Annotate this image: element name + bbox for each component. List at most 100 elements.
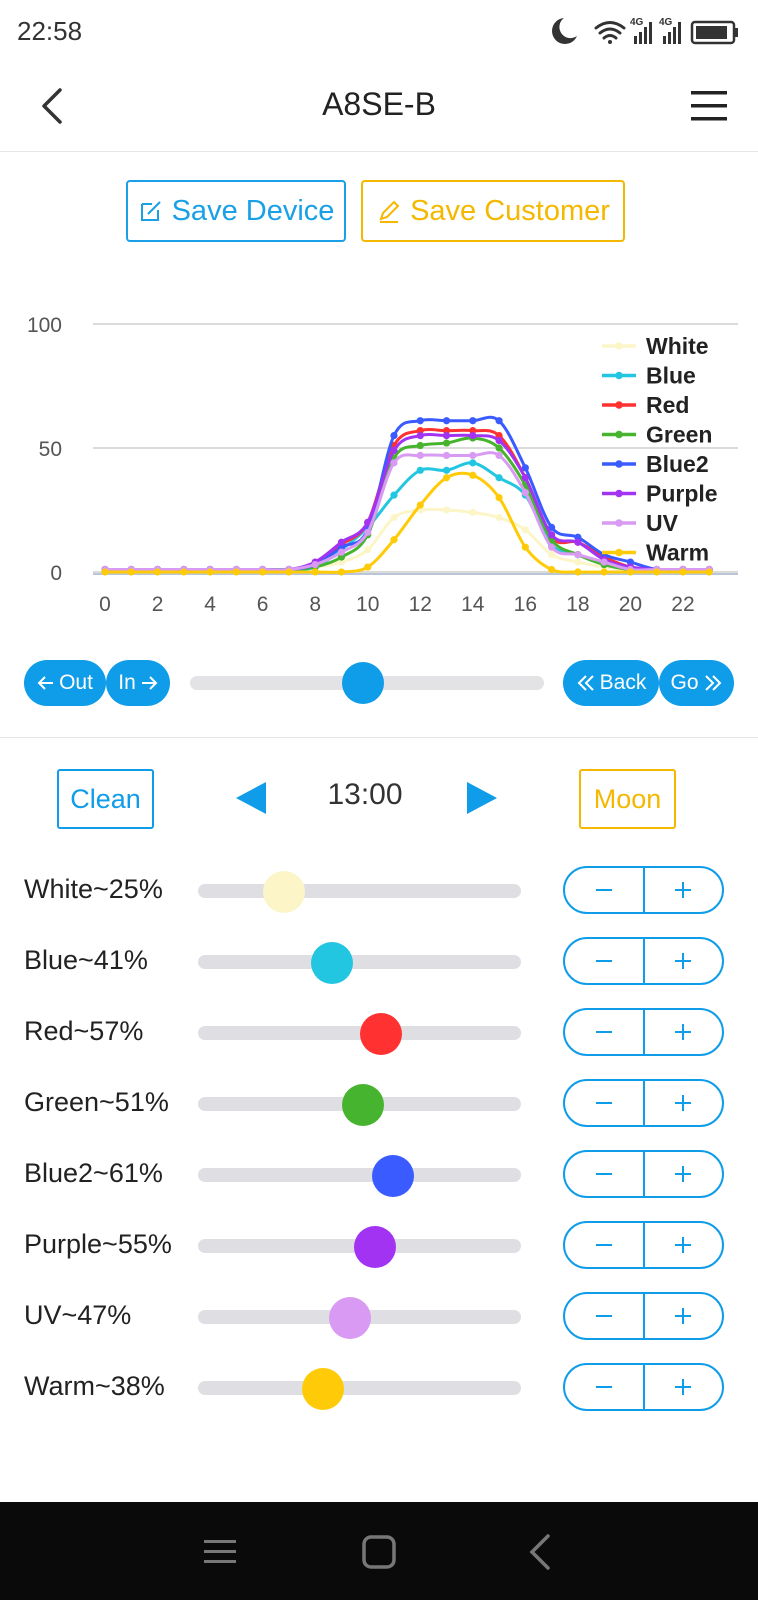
channel-slider-track[interactable] [198, 884, 521, 898]
go-button[interactable]: Go [659, 660, 734, 706]
next-time-icon[interactable] [464, 780, 500, 816]
back-arrow-icon[interactable] [30, 82, 78, 130]
clean-button[interactable]: Clean [57, 769, 154, 829]
data-point [442, 439, 451, 447]
data-point [337, 553, 346, 561]
channel-slider-thumb[interactable] [302, 1368, 345, 1410]
increment-button[interactable] [645, 1223, 723, 1267]
legend-label: White [646, 333, 709, 359]
menu-icon[interactable] [688, 84, 732, 128]
recent-apps-icon[interactable] [198, 1530, 242, 1574]
save-customer-label: Save Customer [410, 194, 610, 227]
zoom-in-button[interactable]: In [106, 660, 170, 706]
legend-label: Blue2 [646, 451, 709, 477]
moon-button[interactable]: Moon [579, 769, 676, 829]
x-tick-label: 18 [566, 593, 589, 616]
increment-button[interactable] [645, 1294, 723, 1338]
double-chevron-left-icon [577, 675, 594, 691]
plus-icon [675, 1166, 692, 1182]
home-icon[interactable] [357, 1530, 401, 1574]
increment-button[interactable] [645, 939, 723, 983]
decrement-button[interactable] [565, 868, 645, 912]
data-point [521, 543, 529, 551]
channel-stepper [563, 937, 724, 985]
data-point [469, 508, 477, 517]
system-nav-bar [0, 1502, 758, 1600]
data-point [442, 466, 451, 474]
data-point [548, 543, 556, 551]
increment-button[interactable] [645, 868, 723, 912]
decrement-button[interactable] [565, 939, 645, 983]
decrement-button[interactable] [565, 1294, 645, 1338]
cellular-signal-icon-2: 4G [659, 17, 681, 44]
channel-slider-track[interactable] [198, 1381, 521, 1395]
decrement-button[interactable] [565, 1152, 645, 1196]
plus-icon [675, 1308, 692, 1324]
channel-slider-track[interactable] [198, 1026, 521, 1040]
data-point [337, 538, 346, 546]
channel-slider-thumb[interactable] [353, 1226, 396, 1268]
channel-slider-thumb[interactable] [341, 1084, 384, 1126]
data-point [232, 568, 240, 576]
cellular-signal-icon: 4G [630, 17, 652, 44]
channel-slider-track[interactable] [198, 1168, 521, 1182]
channel-slider-track[interactable] [198, 955, 521, 969]
decrement-button[interactable] [565, 1223, 645, 1267]
system-back-icon[interactable] [520, 1530, 564, 1574]
current-time: 13:00 [327, 778, 403, 811]
data-point [469, 427, 477, 435]
decrement-button[interactable] [565, 1010, 645, 1054]
data-point [416, 427, 424, 435]
channel-slider-thumb[interactable] [359, 1013, 402, 1055]
data-point [101, 568, 109, 576]
decrement-button[interactable] [565, 1081, 645, 1125]
channel-slider-thumb[interactable] [311, 942, 354, 984]
data-point [442, 451, 451, 460]
channel-stepper [563, 1150, 724, 1198]
minus-icon [595, 1102, 612, 1104]
y-tick-label: 50 [39, 438, 62, 461]
minus-icon [595, 1386, 612, 1388]
data-point [574, 538, 582, 546]
legend-marker [615, 548, 623, 557]
increment-button[interactable] [645, 1010, 723, 1054]
legend-marker [615, 371, 623, 380]
channel-stepper [563, 1363, 724, 1411]
channel-slider-thumb[interactable] [329, 1297, 372, 1339]
channel-label: Purple~55% [24, 1229, 172, 1259]
edit-icon [140, 201, 161, 221]
legend-label: Purple [646, 481, 718, 507]
save-device-button[interactable]: Save Device [126, 180, 346, 242]
channel-label: White~25% [24, 874, 163, 904]
save-customer-button[interactable]: Save Customer [361, 180, 625, 242]
increment-button[interactable] [645, 1152, 723, 1196]
data-point [390, 446, 398, 455]
legend-marker [615, 342, 623, 350]
status-icons: 4G 4G [552, 17, 738, 45]
increment-button[interactable] [645, 1365, 723, 1409]
timeline-slider-thumb[interactable] [342, 662, 385, 704]
zoom-out-button[interactable]: Out [24, 660, 106, 706]
network-type-label: 4G [630, 17, 644, 28]
channel-row: UV~47% [0, 1287, 758, 1347]
y-tick-label: 100 [27, 314, 62, 337]
channel-row: Purple~55% [0, 1216, 758, 1276]
x-tick-label: 16 [514, 593, 537, 616]
legend-marker [615, 430, 623, 439]
y-tick-label: 0 [50, 562, 62, 585]
channel-slider-thumb[interactable] [262, 871, 305, 913]
arrow-right-icon [141, 676, 158, 690]
data-point [626, 558, 635, 566]
back-button[interactable]: Back [563, 660, 659, 706]
previous-time-icon[interactable] [233, 780, 269, 816]
legend-label: Blue [646, 363, 696, 389]
legend-marker [615, 460, 623, 468]
data-point [416, 432, 424, 440]
data-point [337, 558, 346, 566]
data-point [390, 536, 398, 544]
channel-slider-thumb[interactable] [371, 1155, 414, 1197]
data-point [600, 558, 608, 566]
decrement-button[interactable] [565, 1365, 645, 1409]
increment-button[interactable] [645, 1081, 723, 1125]
x-tick-label: 2 [152, 593, 164, 616]
